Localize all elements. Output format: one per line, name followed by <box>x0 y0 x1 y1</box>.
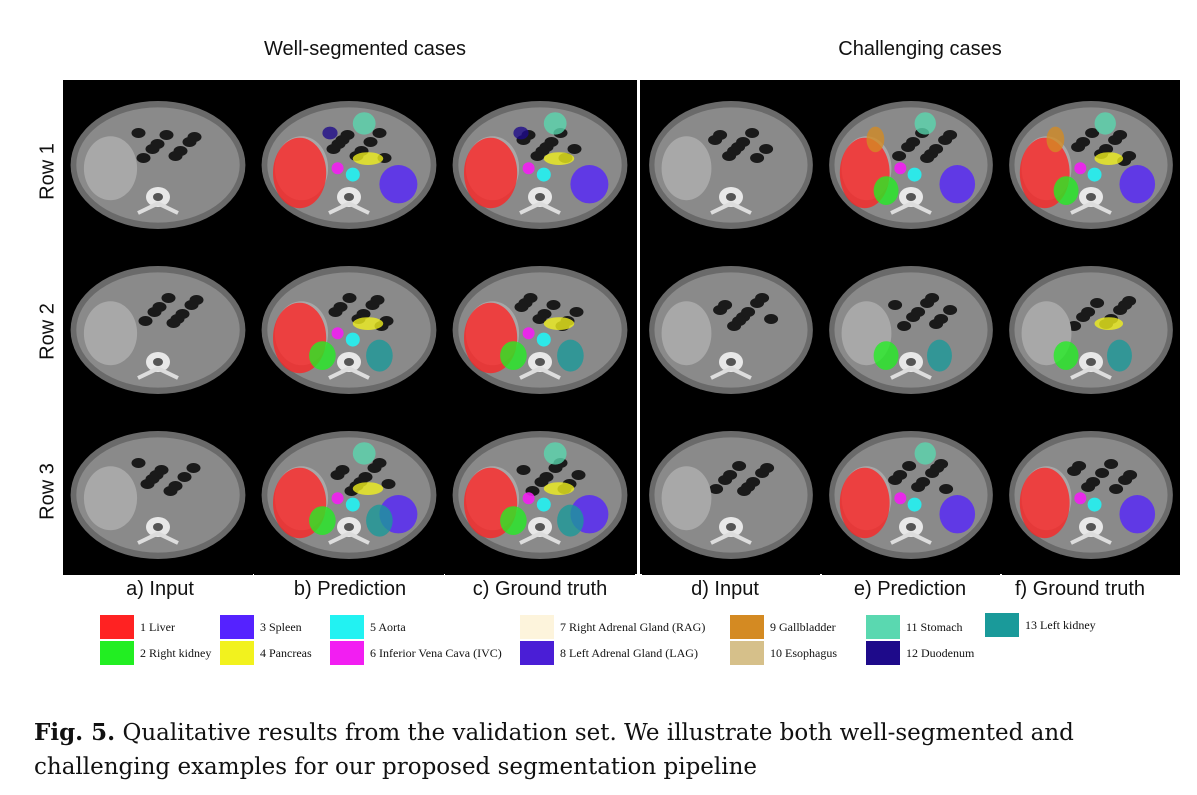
ct-scan-challenging-row2-prediction <box>822 250 1000 410</box>
ct-scan-challenging-row2-ground-truth <box>1002 250 1180 410</box>
ct-scan-well-row1-ground-truth <box>445 85 635 245</box>
legend-label: 10 Esophagus <box>770 645 837 660</box>
legend-label: 12 Duodenum <box>906 645 975 660</box>
ct-scan-challenging-row3-prediction <box>822 415 1000 575</box>
legend-item-10: 10 Esophagus <box>730 641 837 665</box>
legend-item-13: 13 Left kidney <box>985 613 1096 637</box>
caption-text: Qualitative results from the validation … <box>34 720 1074 780</box>
legend-label: 2 Right kidney <box>140 645 212 660</box>
legend-item-3: 3 Spleen <box>220 615 302 639</box>
legend-swatch <box>220 641 254 665</box>
legend-swatch <box>520 641 554 665</box>
legend-label: 9 Gallbladder <box>770 619 836 634</box>
legend-swatch <box>520 615 554 639</box>
column-label-prediction-challenging: e) Prediction <box>853 578 967 600</box>
ct-scan-challenging-row1-prediction <box>822 85 1000 245</box>
ct-scan-well-row3-ground-truth <box>445 415 635 575</box>
column-label-input-challenging: d) Input <box>691 578 759 600</box>
ct-scan-challenging-row3-ground-truth <box>1002 415 1180 575</box>
ct-scan-challenging-row3-input <box>642 415 820 575</box>
well-segmented-title: Well-segmented cases <box>264 38 466 60</box>
legend-item-11: 11 Stomach <box>866 615 963 639</box>
legend-label: 1 Liver <box>140 619 175 634</box>
legend-swatch <box>866 615 900 639</box>
ct-scan-well-row2-prediction <box>254 250 444 410</box>
legend-label: 13 Left kidney <box>1025 617 1096 632</box>
legend-label: 6 Inferior Vena Cava (IVC) <box>370 645 502 660</box>
figure-caption: Fig. 5. Qualitative results from the val… <box>34 716 1184 784</box>
legend-item-4: 4 Pancreas <box>220 641 312 665</box>
legend-label: 7 Right Adrenal Gland (RAG) <box>560 619 706 634</box>
ct-scan-challenging-row1-ground-truth <box>1002 85 1180 245</box>
row-label-3: Row 3 <box>36 463 59 520</box>
legend-swatch <box>100 641 134 665</box>
ct-scan-challenging-row2-input <box>642 250 820 410</box>
legend-swatch <box>220 615 254 639</box>
legend-swatch <box>100 615 134 639</box>
caption-label: Fig. 5. <box>34 719 116 746</box>
legend-item-12: 12 Duodenum <box>866 641 974 665</box>
ct-scan-well-row3-prediction <box>254 415 444 575</box>
legend-label: 4 Pancreas <box>260 645 312 660</box>
legend-item-5: 5 Aorta <box>330 615 406 639</box>
challenging-title: Challenging cases <box>838 38 1002 60</box>
ct-scan-well-row1-prediction <box>254 85 444 245</box>
legend-item-7: 7 Right Adrenal Gland (RAG) <box>520 615 705 639</box>
legend-label: 11 Stomach <box>906 619 963 634</box>
legend-item-2: 2 Right kidney <box>100 641 211 665</box>
legend-swatch <box>330 641 364 665</box>
legend-item-6: 6 Inferior Vena Cava (IVC) <box>330 641 502 665</box>
column-label-ground-truth-well: c) Ground truth <box>472 578 608 600</box>
legend-label: 8 Left Adrenal Gland (LAG) <box>560 645 698 660</box>
row-label-1: Row 1 <box>36 143 59 200</box>
legend-swatch <box>730 641 764 665</box>
row-label-2: Row 2 <box>36 303 59 360</box>
ct-scan-well-row3-input <box>63 415 253 575</box>
legend-item-8: 8 Left Adrenal Gland (LAG) <box>520 641 698 665</box>
ct-scan-well-row2-ground-truth <box>445 250 635 410</box>
column-label-prediction-well: b) Prediction <box>293 578 407 600</box>
legend-swatch <box>330 615 364 639</box>
ct-scan-challenging-row1-input <box>642 85 820 245</box>
legend-swatch <box>866 641 900 665</box>
legend-label: 3 Spleen <box>260 619 302 634</box>
ct-scan-well-row2-input <box>63 250 253 410</box>
legend-item-1: 1 Liver <box>100 615 175 639</box>
legend-label: 5 Aorta <box>370 619 406 634</box>
column-label-input-well: a) Input <box>126 578 194 600</box>
legend-item-9: 9 Gallbladder <box>730 615 836 639</box>
ct-scan-well-row1-input <box>63 85 253 245</box>
column-label-ground-truth-challenging: f) Ground truth <box>1014 578 1146 600</box>
legend-swatch <box>730 615 764 639</box>
legend-swatch <box>985 613 1019 637</box>
